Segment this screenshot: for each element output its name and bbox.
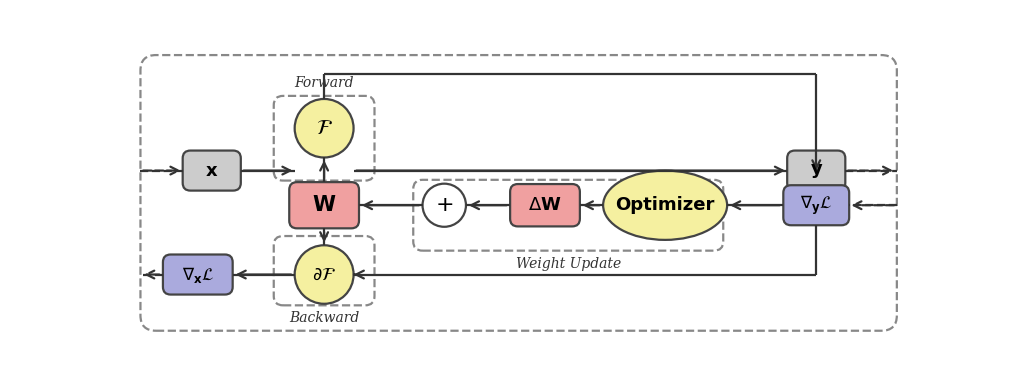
- FancyBboxPatch shape: [183, 151, 241, 191]
- Text: Optimizer: Optimizer: [615, 196, 714, 214]
- Text: Backward: Backward: [289, 311, 359, 325]
- FancyBboxPatch shape: [787, 151, 844, 191]
- Circle shape: [423, 184, 465, 227]
- Text: $\partial\mathcal{F}$: $\partial\mathcal{F}$: [311, 265, 336, 283]
- Text: Weight Update: Weight Update: [516, 257, 621, 271]
- FancyBboxPatch shape: [289, 182, 359, 228]
- Text: $\mathbf{W}$: $\mathbf{W}$: [311, 195, 336, 215]
- Text: $\mathbf{y}$: $\mathbf{y}$: [809, 162, 822, 180]
- Circle shape: [294, 245, 353, 304]
- Text: $\mathbf{x}$: $\mathbf{x}$: [205, 162, 218, 180]
- Ellipse shape: [603, 171, 727, 240]
- Text: $\nabla_{\mathbf{x}}\mathcal{L}$: $\nabla_{\mathbf{x}}\mathcal{L}$: [182, 264, 213, 285]
- FancyBboxPatch shape: [163, 254, 233, 295]
- Circle shape: [294, 99, 353, 157]
- FancyBboxPatch shape: [510, 184, 579, 227]
- FancyBboxPatch shape: [783, 185, 848, 225]
- Text: $+$: $+$: [435, 195, 453, 215]
- Text: $\Delta\mathbf{W}$: $\Delta\mathbf{W}$: [528, 196, 561, 214]
- Text: $\mathcal{F}$: $\mathcal{F}$: [315, 118, 333, 138]
- Text: $\nabla_{\mathbf{y}}\mathcal{L}$: $\nabla_{\mathbf{y}}\mathcal{L}$: [800, 194, 832, 217]
- Text: Forward: Forward: [294, 76, 354, 90]
